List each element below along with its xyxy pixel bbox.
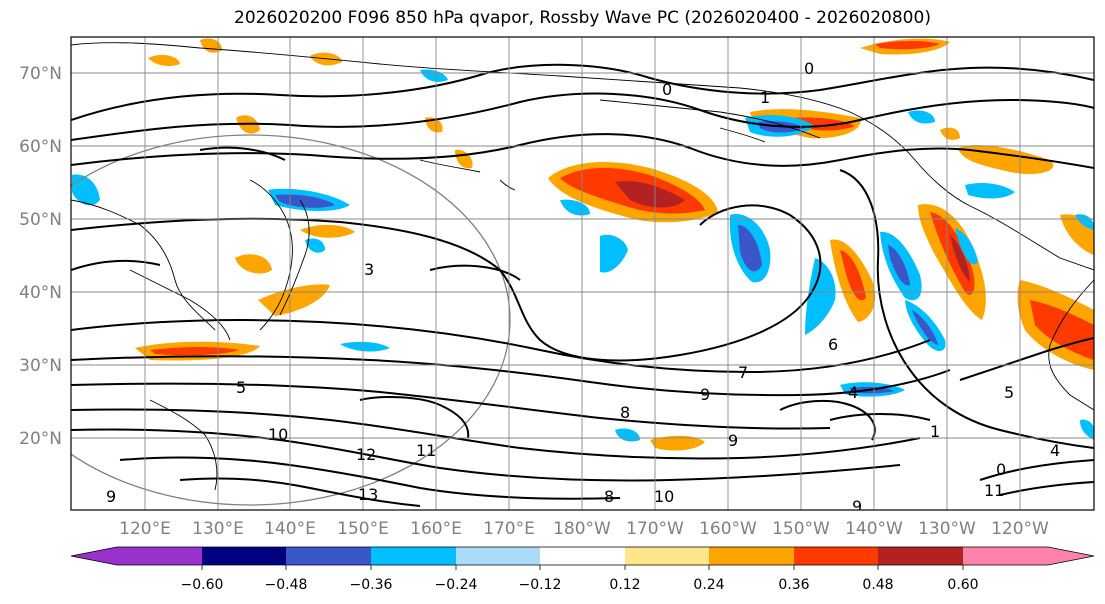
contour-label: 0 [804,59,814,78]
contour-label: 6 [828,335,838,354]
contour-label: 8 [620,403,630,422]
map-area [71,37,1094,510]
latitude-label: 60°N [19,137,62,157]
colorbar-extend-low [71,547,117,565]
contour-label: 3 [364,260,374,279]
colorbar-segment [625,547,709,565]
colorbar-segment [878,547,963,565]
contour-label: 9 [106,487,116,506]
colorbar: −0.60 −0.48 −0.36 −0.24 −0.12 0.12 0.24 … [70,546,1095,593]
latitude-label: 70°N [19,64,62,84]
colorbar-segment [286,547,371,565]
contour-label: 11 [984,481,1004,500]
contour-label: 4 [1050,441,1060,460]
colorbar-tick-label: −0.24 [435,577,478,593]
contour-label: 9 [700,385,710,404]
contour-label: 8 [604,487,614,506]
contour-label: 13 [358,485,378,504]
contour-label: 5 [1004,383,1014,402]
colorbar-segment [540,547,625,565]
graticule [71,37,1094,510]
contour-label: 9 [728,431,738,450]
colorbar-tick-label: 0.48 [862,577,893,593]
latitude-label: 20°N [19,429,62,449]
map-title: 2026020200 F096 850 hPa qvapor, Rossby W… [234,8,931,28]
colorbar-tick-label: 0.36 [778,577,809,593]
colorbar-extend-high [963,547,1094,565]
contour-label: 0 [996,460,1006,479]
colorbar-tick-label: −0.12 [519,577,562,593]
pc-contours [71,63,1094,507]
colorbar-tick-label: −0.48 [265,577,308,593]
longitude-axis: 120°E 130°E 140°E 150°E 160°E 170°E 180°… [119,519,1049,539]
contour-labels: 0 0 1 3 5 7 8 9 10 11 12 13 9 6 4 1 0 9 … [106,59,1060,516]
longitude-label: 130°E [192,519,244,539]
colorbar-segment [709,547,794,565]
colorbar-tick-label: 0.24 [693,577,724,593]
map-frame [70,36,1095,511]
contour-label: 10 [268,425,288,444]
colorbar-tick-label: 0.60 [947,577,978,593]
colorbar-tick-label: −0.36 [350,577,393,593]
longitude-label: 120°W [991,519,1049,539]
contour-label: 7 [738,363,748,382]
contour-label: 1 [760,88,770,107]
longitude-label: 150°W [772,519,830,539]
contour-label: 4 [848,383,858,402]
longitude-label: 170°W [626,519,684,539]
longitude-label: 130°W [918,519,976,539]
longitude-label: 140°W [845,519,903,539]
colorbar-segment [202,547,286,565]
latitude-axis: 70°N 60°N 50°N 40°N 30°N 20°N [19,64,62,449]
latitude-label: 50°N [19,210,62,230]
contour-label: 11 [416,441,436,460]
colorbar-tick-label: −0.60 [181,577,224,593]
longitude-label: 160°E [410,519,462,539]
contour-label: 9 [852,497,862,516]
colorbar-tick-label: 0.12 [609,577,640,593]
colorbar-segment [794,547,878,565]
longitude-label: 120°E [119,519,171,539]
negative-anomaly-shading [72,69,1094,442]
longitude-label: 160°W [699,519,757,539]
contour-label: 5 [236,378,246,397]
contour-label: 10 [654,487,674,506]
colorbar-segment [371,547,456,565]
longitude-label: 150°E [337,519,389,539]
contour-label: 1 [930,422,940,441]
contour-label: 12 [356,445,376,464]
latitude-label: 40°N [19,283,62,303]
longitude-label: 180°W [553,519,611,539]
rossby-wave-region-circle [71,134,511,506]
colorbar-segment [456,547,540,565]
longitude-label: 140°E [264,519,316,539]
latitude-label: 30°N [19,356,62,376]
colorbar-segment [117,547,202,565]
contour-label: 0 [662,80,672,99]
longitude-label: 170°E [483,519,535,539]
